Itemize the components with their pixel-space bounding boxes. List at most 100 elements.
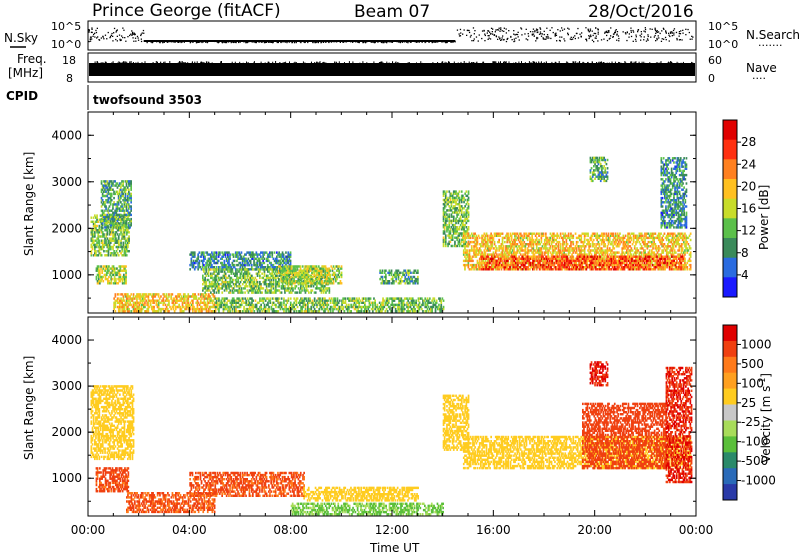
power-echo-cell	[301, 310, 303, 313]
power-echo-cell	[314, 275, 317, 279]
power-echo-cell	[95, 275, 98, 279]
power-echo-cell	[281, 263, 284, 267]
sky-count-dot	[116, 29, 118, 31]
power-echo-cell	[223, 299, 226, 302]
power-echo-cell	[295, 299, 298, 302]
power-echo-cell	[160, 307, 162, 311]
sky-count-dot	[450, 41, 452, 43]
power-echo-cell	[102, 194, 105, 198]
power-echo-cell	[96, 267, 99, 270]
power-echo-cell	[101, 215, 104, 219]
power-echo-cell	[243, 305, 245, 309]
power-echo-cell	[225, 263, 228, 267]
power-echo-cell	[320, 303, 323, 307]
power-echo-cell	[155, 293, 158, 296]
sky-count-dot	[656, 39, 658, 41]
power-echo-cell	[116, 207, 119, 210]
power-echo-cell	[187, 295, 190, 298]
power-echo-cell	[424, 301, 427, 304]
power-echo-cell	[414, 301, 416, 304]
power-echo-cell	[288, 291, 291, 294]
power-echo-cell	[155, 301, 158, 304]
power-echo-cell	[97, 277, 100, 281]
power-echo-cell	[317, 269, 320, 272]
power-echo-cell	[413, 301, 415, 304]
sky-count-dot	[385, 41, 387, 43]
power-echo-cell	[95, 269, 98, 272]
sky-count-dot	[545, 38, 547, 40]
freq-point	[515, 62, 516, 65]
power-echo-cell	[102, 213, 105, 217]
power-echo-cell	[249, 255, 252, 258]
sky-count-dot	[484, 34, 486, 37]
power-echo-cell	[91, 229, 94, 232]
power-echo-cell	[118, 265, 121, 268]
power-echo-cell	[352, 299, 355, 302]
power-echo-cell	[117, 237, 120, 240]
power-echo-cell	[393, 305, 396, 309]
power-echo-cell	[123, 245, 126, 249]
power-echo-cell	[290, 265, 293, 268]
power-echo-cell	[130, 209, 132, 212]
sky-count-dot	[102, 36, 104, 38]
power-echo-cell	[105, 233, 108, 236]
power-echo-cell	[272, 283, 275, 286]
power-echo-cell	[209, 261, 212, 265]
power-echo-cell	[203, 263, 205, 267]
sky-count-dot	[665, 30, 667, 32]
power-echo-cell	[288, 267, 290, 270]
sky-count-dot	[585, 27, 587, 29]
sky-count-dot	[669, 35, 671, 38]
power-echo-cell	[118, 217, 121, 221]
power-echo-cell	[298, 271, 301, 274]
power-echo-cell	[97, 237, 100, 240]
freq-point	[670, 61, 672, 64]
power-echo-cell	[128, 295, 130, 298]
power-echo-cell	[106, 218, 109, 221]
power-echo-cell	[224, 274, 227, 277]
power-echo-cell	[323, 305, 325, 309]
power-echo-cell	[227, 255, 229, 258]
power-echo-cell	[222, 280, 225, 284]
power-echo-cell	[330, 305, 333, 309]
power-echo-cell	[228, 259, 230, 263]
power-echo-cell	[295, 310, 298, 313]
power-echo-cell	[100, 229, 103, 232]
power-echo-cell	[222, 305, 225, 309]
power-echo-cell	[336, 269, 338, 272]
sky-count-dot	[632, 29, 634, 32]
power-echo-cell	[272, 307, 275, 311]
sky-count-dot	[265, 41, 267, 43]
power-echo-cell	[144, 310, 146, 313]
sky-count-dot	[177, 41, 179, 43]
freq-point	[503, 61, 504, 64]
power-echo-cell	[113, 303, 115, 307]
sky-count-dot	[471, 40, 473, 42]
power-echo-cell	[353, 299, 356, 302]
power-echo-cell	[118, 226, 121, 229]
power-echo-cell	[315, 277, 318, 281]
power-echo-cell	[277, 305, 280, 309]
power-echo-cell	[105, 226, 107, 229]
power-echo-cell	[304, 282, 306, 285]
freq-right-tick-bottom: 0	[708, 72, 715, 85]
power-echo-cell	[133, 305, 136, 309]
power-echo-cell	[118, 199, 121, 202]
freq-point	[565, 62, 567, 65]
sky-count-dot	[119, 39, 121, 42]
power-echo-cell	[204, 266, 206, 269]
power-echo-cell	[272, 291, 275, 294]
power-echo-cell	[271, 301, 274, 304]
power-echo-cell	[328, 277, 330, 281]
power-echo-cell	[163, 293, 166, 296]
power-echo-cell	[115, 299, 118, 302]
power-echo-cell	[200, 301, 202, 304]
power-echo-cell	[381, 310, 383, 313]
power-echo-cell	[266, 297, 268, 300]
power-echo-cell	[422, 299, 424, 302]
power-echo-cell	[273, 272, 276, 275]
power-echo-cell	[303, 299, 306, 302]
power-echo-cell	[115, 184, 118, 187]
power-echo-cell	[248, 305, 251, 309]
power-echo-cell	[258, 261, 261, 265]
